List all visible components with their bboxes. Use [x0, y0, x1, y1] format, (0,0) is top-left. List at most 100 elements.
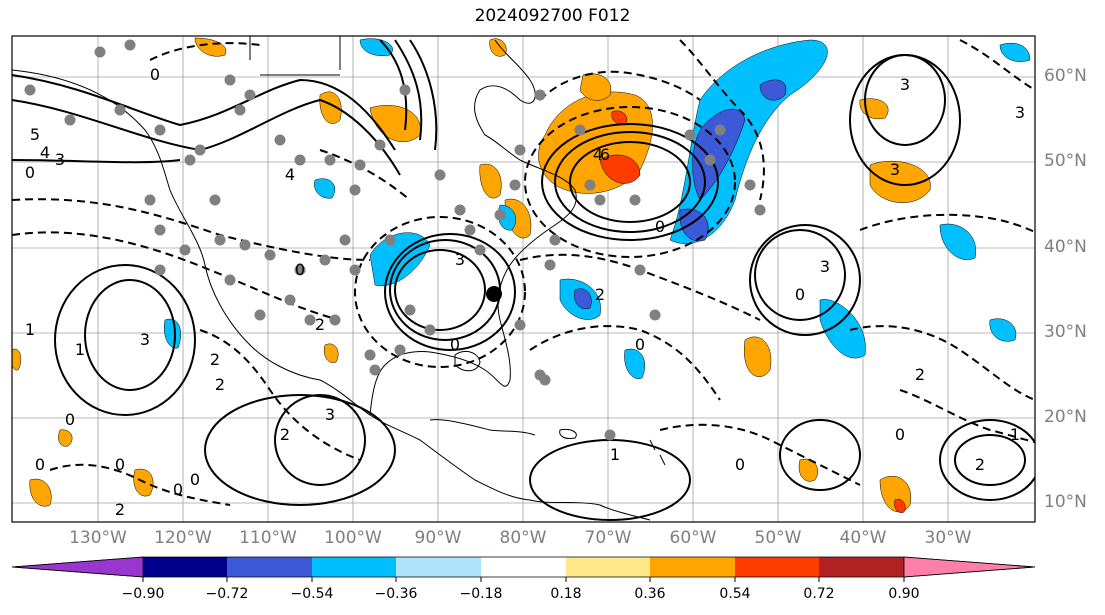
grey-dot	[494, 209, 506, 221]
grey-dot	[604, 429, 616, 441]
lon-label: 110°W	[239, 528, 297, 548]
colorbar-tick-label: −0.36	[374, 586, 418, 602]
grey-dot	[124, 39, 136, 51]
contour-label: 0	[115, 455, 125, 474]
colorbar-segment	[227, 557, 312, 577]
lat-label: 50°N	[1044, 151, 1087, 171]
contour-label: 0	[65, 410, 75, 429]
contour-label: 1	[610, 445, 620, 464]
grey-dot	[339, 234, 351, 246]
grey-dot	[464, 224, 476, 236]
grey-dot	[144, 194, 156, 206]
contour-label: 5	[30, 125, 40, 144]
lon-label: 130°W	[69, 528, 127, 548]
contour-label: 2	[315, 315, 325, 334]
grey-dot	[24, 84, 36, 96]
grey-dot	[534, 89, 546, 101]
positive-anomaly-shading	[12, 37, 931, 513]
positive-contours	[12, 39, 1035, 521]
contour-label: 0	[25, 163, 35, 182]
contour-label: 0	[795, 285, 805, 304]
grey-dot	[714, 124, 726, 136]
center-marker	[486, 286, 502, 302]
colorbar-tick-label: 0.36	[634, 586, 666, 602]
grey-dot	[304, 314, 316, 326]
lon-label: 30°W	[924, 528, 972, 548]
grey-dot	[179, 244, 191, 256]
grey-dot	[454, 204, 466, 216]
map-frame	[11, 35, 1036, 523]
grey-dot	[649, 309, 661, 321]
grey-dot	[184, 154, 196, 166]
colorbar-segment	[819, 557, 904, 577]
grey-dot	[64, 114, 76, 126]
contour-label: 3	[1015, 103, 1025, 122]
grey-dot	[284, 294, 296, 306]
grey-dot	[424, 324, 436, 336]
grey-dot	[514, 144, 526, 156]
contour-label: 6	[600, 145, 610, 164]
contour-label: 3	[140, 330, 150, 349]
lon-label: 90°W	[414, 528, 462, 548]
contour-label: 2	[280, 425, 290, 444]
colorbar-segment	[312, 557, 396, 577]
grey-dot	[274, 134, 286, 146]
contour-label: 1	[25, 320, 35, 339]
grey-dot	[94, 46, 106, 58]
lat-label: 60°N	[1044, 66, 1087, 86]
colorbar-tick-label: 0.18	[550, 586, 582, 602]
grey-dot	[634, 264, 646, 276]
grey-dot	[349, 264, 361, 276]
grey-dot	[114, 104, 126, 116]
colorbar-segment	[143, 557, 227, 577]
contour-label: 3	[900, 75, 910, 94]
grey-dot	[369, 364, 381, 376]
colorbar-segment	[735, 557, 819, 577]
lat-label: 30°N	[1044, 322, 1087, 342]
grey-dot	[324, 154, 336, 166]
contour-label: 3	[455, 250, 465, 269]
lat-label: 40°N	[1044, 237, 1087, 257]
lat-label: 20°N	[1044, 407, 1087, 427]
colorbar-segment	[11, 556, 144, 578]
lon-label: 70°W	[584, 528, 632, 548]
grey-dot	[154, 264, 166, 276]
grey-dot	[584, 179, 596, 191]
grey-dot	[244, 89, 256, 101]
colorbar-tick-label: −0.18	[459, 586, 503, 602]
grey-dot	[684, 129, 696, 141]
grey-dot	[754, 204, 766, 216]
grey-dot	[374, 139, 386, 151]
grey-dot	[509, 179, 521, 191]
map-title: 2024092700 F012	[474, 6, 631, 26]
grey-dot	[474, 244, 486, 256]
contour-label: 1	[1010, 425, 1020, 444]
lon-label: 60°W	[669, 528, 717, 548]
contour-label: 4	[285, 165, 295, 184]
contour-label: 2	[915, 365, 925, 384]
grey-dot	[214, 234, 226, 246]
grey-dot	[384, 234, 396, 246]
grey-dot	[294, 264, 306, 276]
colorbar-tick-label: −0.54	[290, 586, 334, 602]
contour-label: 2	[115, 500, 125, 519]
colorbar-tick-label: 0.54	[719, 586, 751, 602]
grey-dot	[224, 74, 236, 86]
grey-dot	[539, 374, 551, 386]
grey-dot	[544, 259, 556, 271]
grey-dot	[239, 239, 251, 251]
colorbar-tick-label: −0.72	[205, 586, 249, 602]
colorbar-tick-label: 0.90	[888, 586, 920, 602]
grey-dot	[294, 154, 306, 166]
colorbar-segment	[396, 557, 481, 577]
colorbar-tick-label: 0.72	[803, 586, 835, 602]
grey-dot	[264, 249, 276, 261]
lat-label: 10°N	[1044, 492, 1087, 512]
grey-dot	[399, 84, 411, 96]
contour-label: 3	[820, 257, 830, 276]
strong-positive-shading	[599, 110, 906, 513]
coastlines	[12, 36, 666, 521]
contour-label: 0	[735, 455, 745, 474]
contour-label: 3	[325, 405, 335, 424]
